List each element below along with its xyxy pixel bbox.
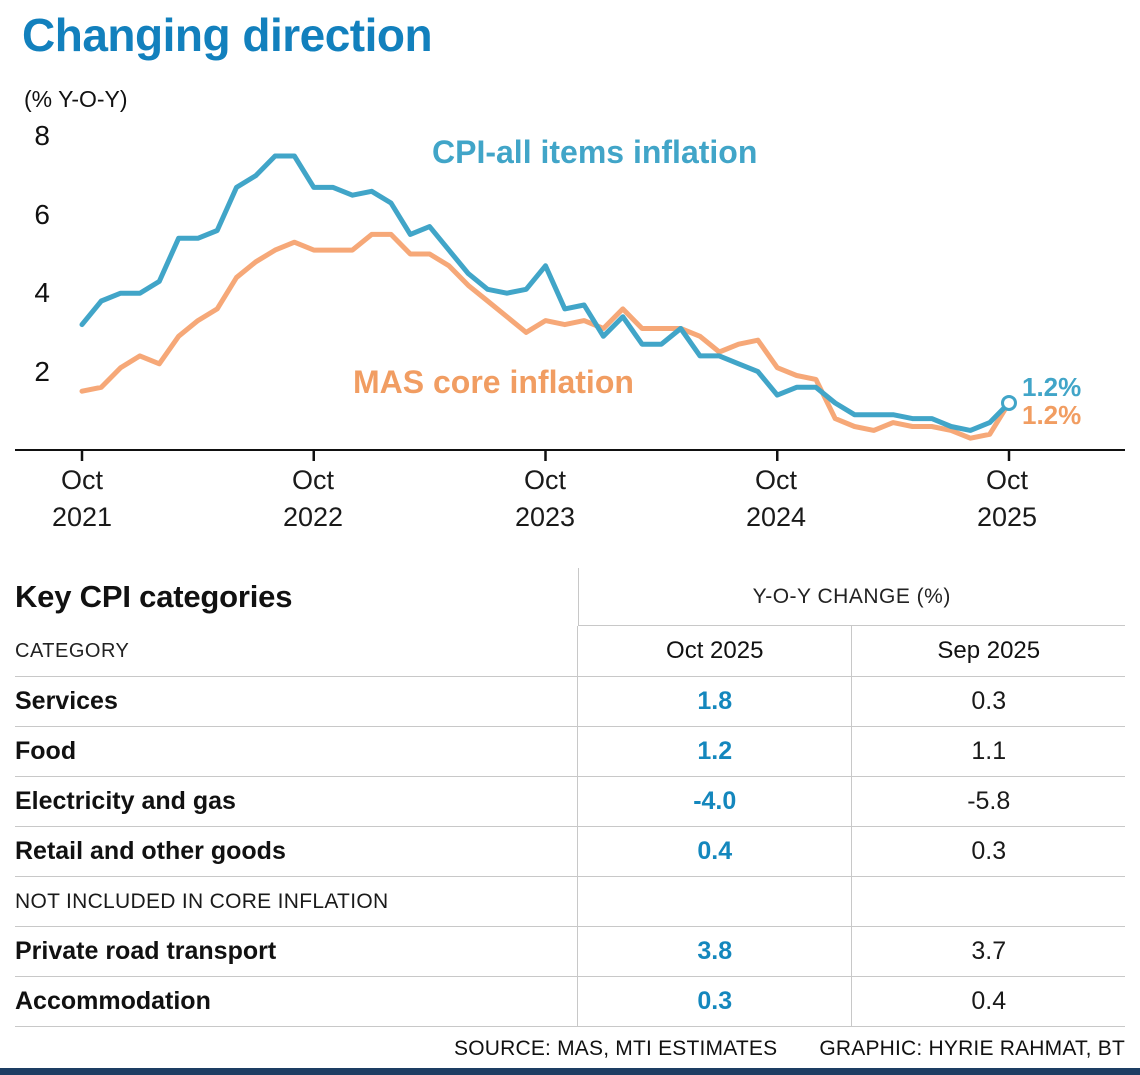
table-row-accommodation: Accommodation 0.3 0.4 — [15, 977, 1125, 1027]
table-section-note-row: NOT INCLUDED IN CORE INFLATION — [15, 877, 1125, 927]
sep-value-cell: 1.1 — [851, 727, 1125, 776]
oct-value-cell: 1.8 — [576, 677, 852, 726]
cpi-all-items-line — [79, 153, 1012, 433]
category-cell: Food — [15, 737, 77, 765]
x-tick-year: 2022 — [282, 502, 344, 532]
oct-value-cell: 0.3 — [576, 977, 852, 1026]
y-tick-4: 4 — [34, 277, 50, 308]
empty-cell — [576, 877, 852, 926]
sep-value-cell: 3.7 — [851, 927, 1125, 976]
x-tick-year: 2023 — [514, 502, 576, 532]
sep-value-cell: 0.4 — [851, 977, 1125, 1026]
x-tick-month: Oct — [754, 465, 798, 495]
column-header-category: CATEGORY — [15, 639, 130, 662]
x-tick-year: 2021 — [51, 502, 113, 532]
table-title: Key CPI categories — [15, 579, 293, 614]
x-tick-month: Oct — [291, 465, 335, 495]
category-cell: Services — [15, 687, 118, 715]
section-note: NOT INCLUDED IN CORE INFLATION — [15, 889, 389, 913]
category-cell: Electricity and gas — [15, 787, 236, 815]
y-tick-2: 2 — [34, 356, 50, 387]
x-tick-month: Oct — [60, 465, 104, 495]
credits: SOURCE: MAS, MTI ESTIMATES GRAPHIC: HYRI… — [454, 1037, 1125, 1061]
table-title-row: Key CPI categories Y-O-Y CHANGE (%) — [15, 568, 1125, 626]
inflation-line-chart — [15, 153, 1125, 461]
latest-point-marker — [1001, 394, 1017, 411]
bottom-accent-bar — [0, 1068, 1140, 1075]
sep-value-cell: 0.3 — [851, 677, 1125, 726]
core-latest-value-label: 1.2% — [1022, 400, 1082, 430]
oct-value-cell: 3.8 — [576, 927, 852, 976]
column-header-oct-2025: Oct 2025 — [576, 626, 852, 676]
table-group-header: Y-O-Y CHANGE (%) — [577, 568, 1125, 626]
x-tick-oct-2022: Oct 2022 — [283, 462, 343, 536]
x-tick-year: 2025 — [976, 502, 1038, 532]
x-tick-month: Oct — [985, 465, 1029, 495]
category-cell: Accommodation — [15, 987, 211, 1015]
y-tick-8: 8 — [34, 120, 50, 151]
x-tick-oct-2025: Oct 2025 — [977, 462, 1037, 536]
category-cell: Retail and other goods — [15, 837, 286, 865]
x-tick-oct-2023: Oct 2023 — [515, 462, 575, 536]
table-header-row: CATEGORY Oct 2025 Sep 2025 — [15, 626, 1125, 677]
sep-value-cell: -5.8 — [851, 777, 1125, 826]
cpi-series-label: CPI-all items inflation — [432, 134, 758, 170]
column-header-sep-2025: Sep 2025 — [851, 626, 1125, 676]
cpi-latest-value-label: 1.2% — [1022, 372, 1082, 402]
x-tick-year: 2024 — [745, 502, 807, 532]
x-tick-month: Oct — [523, 465, 567, 495]
table-row-services: Services 1.8 0.3 — [15, 677, 1125, 727]
page-title: Changing direction — [22, 9, 433, 61]
empty-cell — [851, 877, 1125, 926]
oct-value-cell: -4.0 — [576, 777, 852, 826]
mas-core-inflation-line — [79, 231, 1012, 441]
x-tick-oct-2024: Oct 2024 — [746, 462, 806, 536]
oct-value-cell: 0.4 — [576, 827, 852, 876]
x-tick-oct-2021: Oct 2021 — [52, 462, 112, 536]
oct-value-cell: 1.2 — [576, 727, 852, 776]
y-tick-6: 6 — [34, 199, 50, 230]
graphic-credit: GRAPHIC: HYRIE RAHMAT, BT — [819, 1037, 1125, 1060]
y-axis-unit-label: (% Y-O-Y) — [24, 86, 128, 112]
table-row-private-road-transport: Private road transport 3.8 3.7 — [15, 927, 1125, 977]
table-row-electricity-and-gas: Electricity and gas -4.0 -5.8 — [15, 777, 1125, 827]
table-row-retail-and-other-goods: Retail and other goods 0.4 0.3 — [15, 827, 1125, 877]
source-credit: SOURCE: MAS, MTI ESTIMATES — [454, 1037, 778, 1060]
core-series-label: MAS core inflation — [353, 364, 634, 400]
key-cpi-categories-table: Key CPI categories Y-O-Y CHANGE (%) CATE… — [15, 568, 1125, 1027]
table-row-food: Food 1.2 1.1 — [15, 727, 1125, 777]
sep-value-cell: 0.3 — [851, 827, 1125, 876]
category-cell: Private road transport — [15, 937, 277, 965]
x-axis-ticks — [80, 450, 1011, 461]
